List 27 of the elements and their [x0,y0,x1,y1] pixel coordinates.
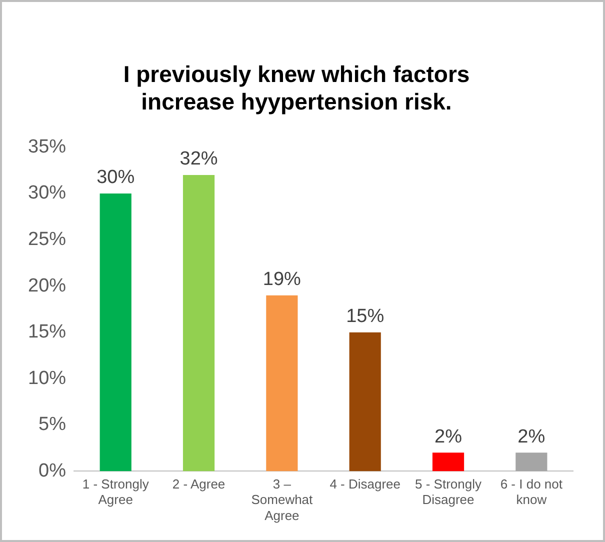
data-label: 19% [262,269,302,290]
bar [432,452,464,472]
bar [516,452,548,472]
bar [266,295,298,472]
y-tick-label: 20% [28,275,66,296]
y-tick-label: 35% [28,136,66,158]
data-label: 15% [346,306,384,328]
bar [100,193,132,472]
data-label: 2% [518,426,546,448]
data-label: 2% [434,426,462,448]
x-tick-label: 3 – Somewhat Agree [251,476,314,523]
y-tick-label: 5% [38,414,66,436]
y-tick-label: 15% [28,322,66,343]
data-label: 30% [96,167,135,188]
data-label: 32% [180,148,218,170]
y-tick-label: 30% [28,182,66,204]
y-tick-label: 10% [28,368,66,389]
bar [349,332,381,472]
bar [182,174,215,472]
x-tick-label: 1 - Strongly Agree [82,476,150,508]
x-tick-label: 6 - I do not know [500,476,563,508]
chart-title: I previously knew which factors increase hyypertension risk. [123,61,470,115]
x-tick-label: 2 - Agree [172,476,226,492]
y-tick-label: 0% [38,460,66,482]
x-tick-label: 4 - Disagree [330,476,400,492]
y-tick-label: 25% [28,229,66,250]
x-tick-label: 5 - Strongly Disagree [415,476,482,508]
